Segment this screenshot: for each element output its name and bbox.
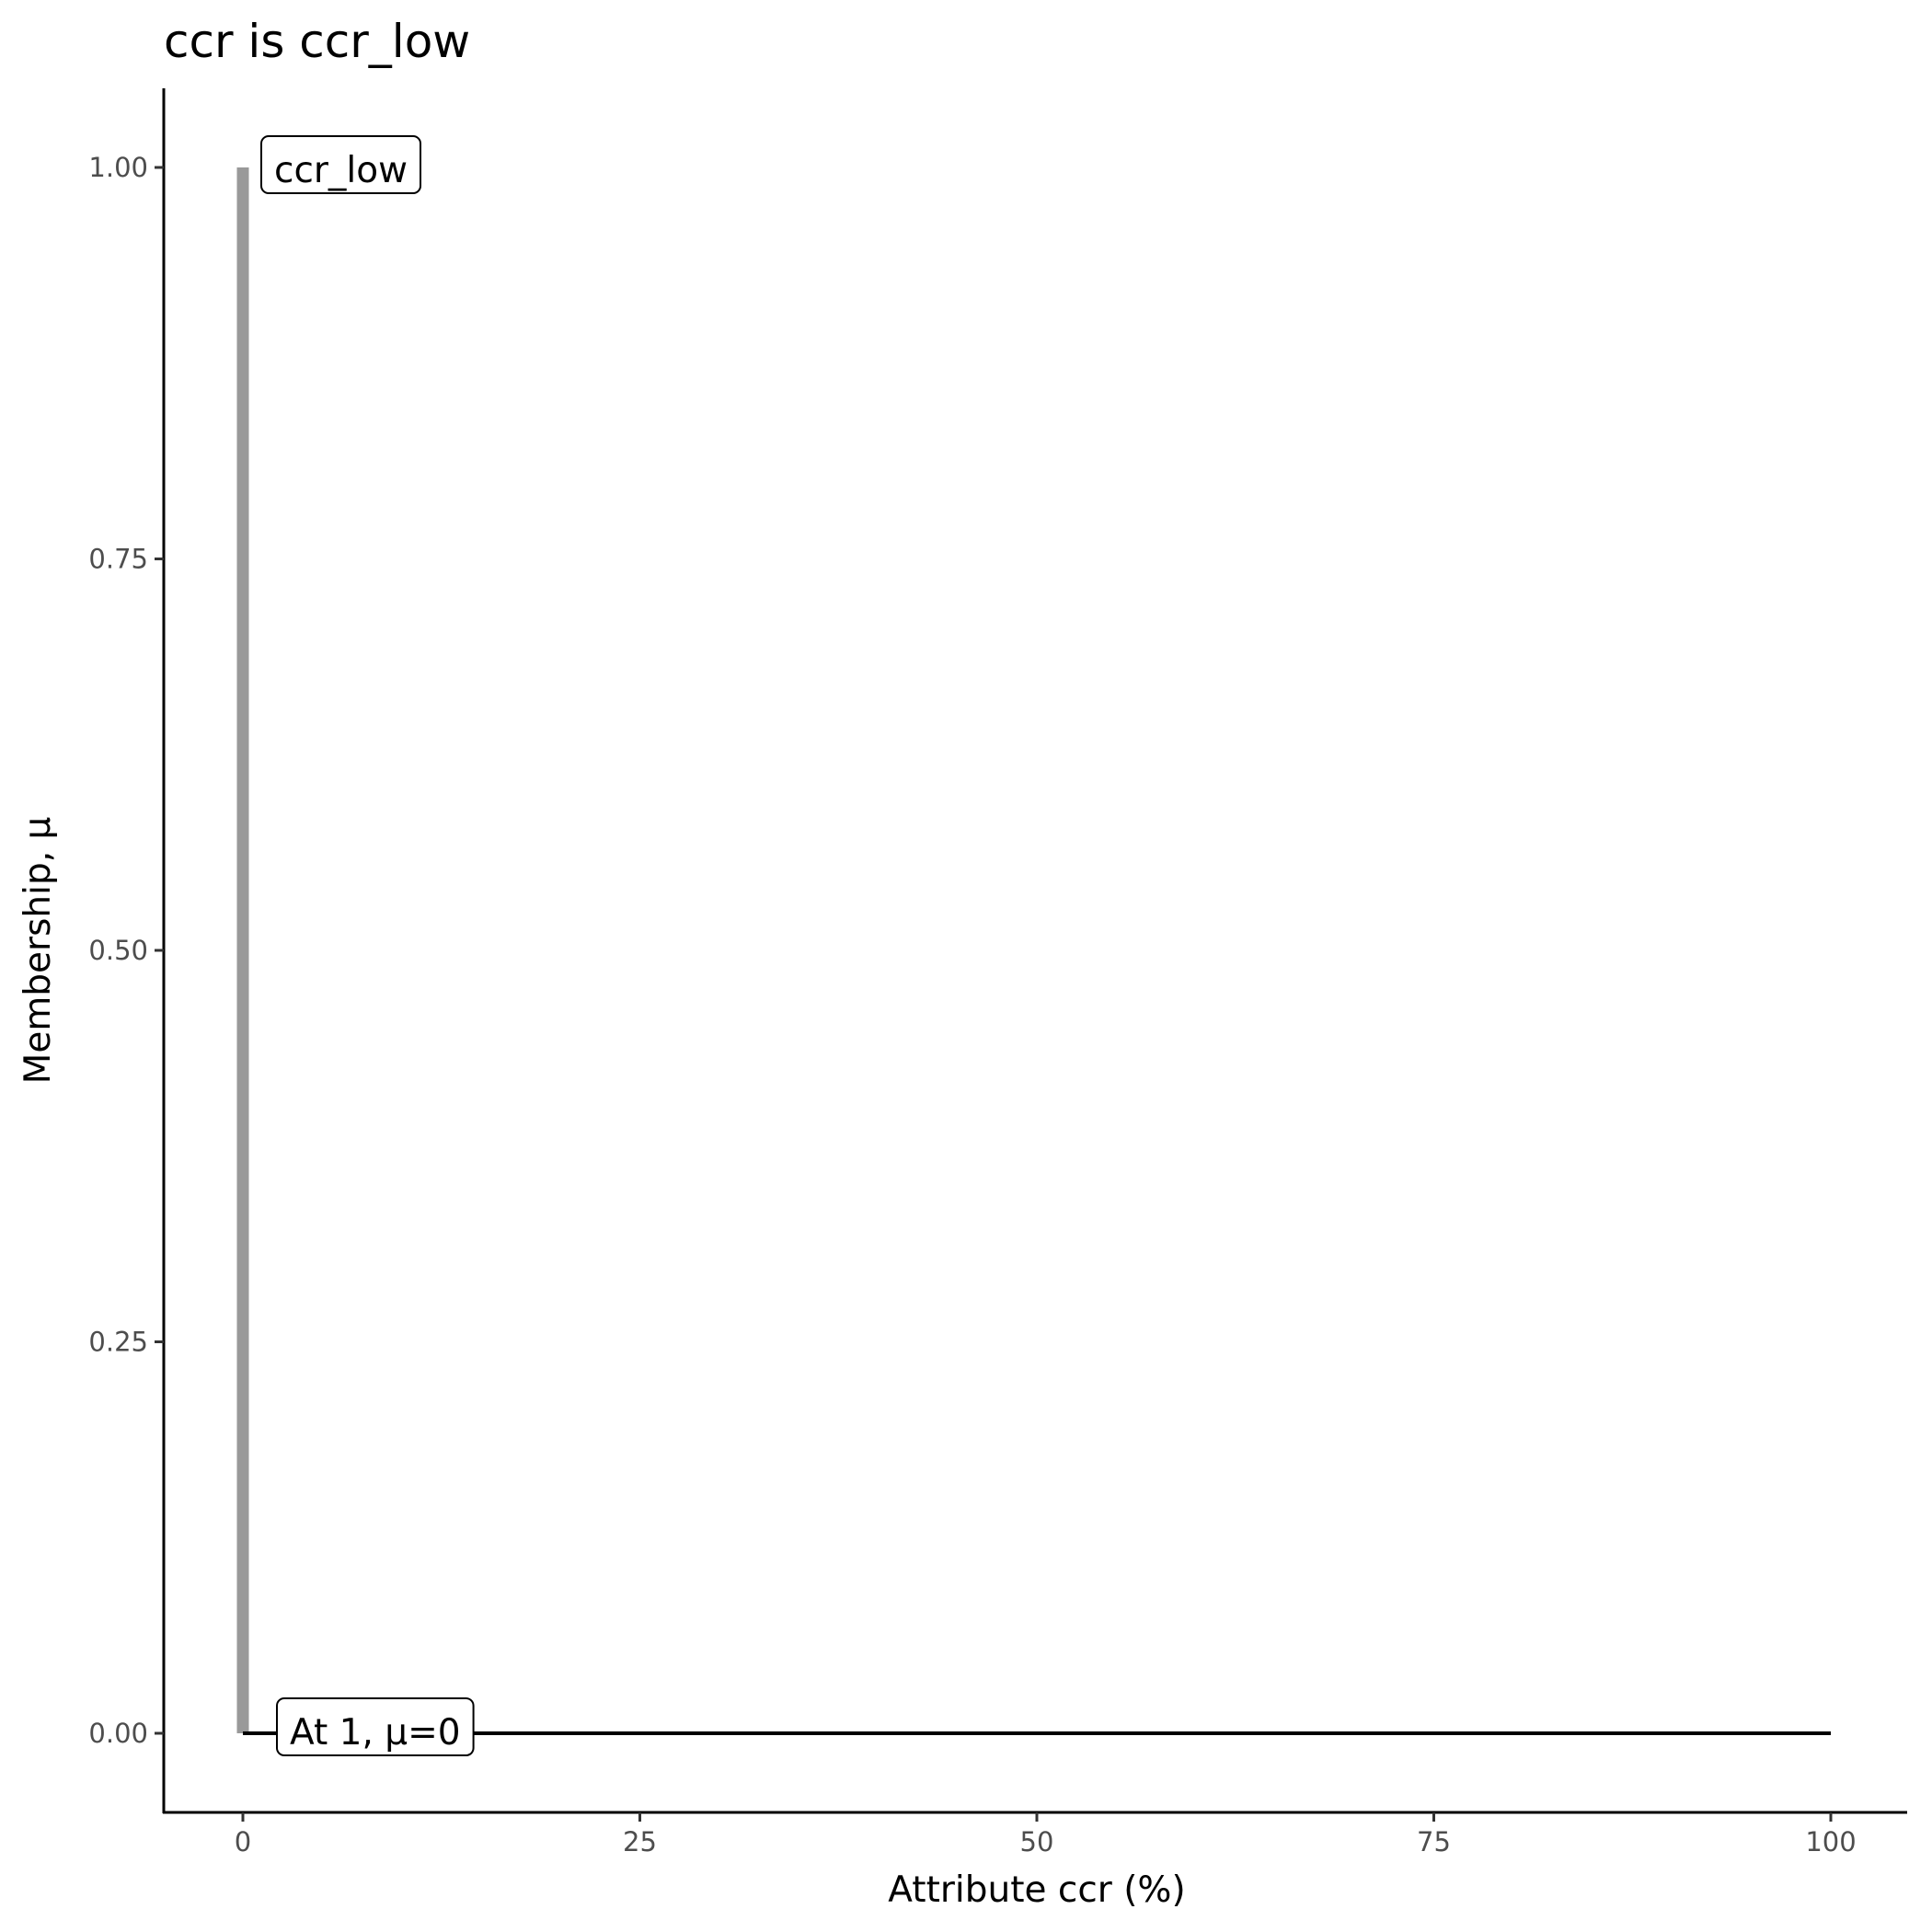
axes: 0 25 50 75 100 0.00 0.25 0.50 0.75 1.00 <box>88 88 1907 1857</box>
x-tick-label: 100 <box>1805 1826 1856 1857</box>
x-tick-label: 25 <box>623 1826 657 1857</box>
annotation-label: At 1, μ=0 <box>276 1697 475 1756</box>
annotation-box <box>260 135 422 194</box>
x-tick-label: 75 <box>1417 1826 1451 1857</box>
chart-title: ccr is ccr_low <box>164 15 470 68</box>
y-tick-label: 1.00 <box>88 152 148 183</box>
y-tick-label: 0.50 <box>88 935 148 966</box>
y-axis-label: Membership, μ <box>17 817 59 1085</box>
x-tick-label: 50 <box>1020 1826 1054 1857</box>
x-tick-label: 0 <box>235 1826 251 1857</box>
annotation-box <box>276 1697 475 1756</box>
annotation-label: ccr_low <box>260 135 422 194</box>
annotation-text: At 1, μ=0 <box>290 1712 461 1754</box>
plot-area: ccr_low At 1, μ=0 <box>236 135 1831 1756</box>
y-tick-label: 0.25 <box>88 1327 148 1358</box>
annotation-text: ccr_low <box>274 150 408 191</box>
y-tick-label: 0.00 <box>88 1718 148 1749</box>
x-axis-label: Attribute ccr (%) <box>888 1869 1185 1911</box>
y-tick-label: 0.75 <box>88 544 148 575</box>
